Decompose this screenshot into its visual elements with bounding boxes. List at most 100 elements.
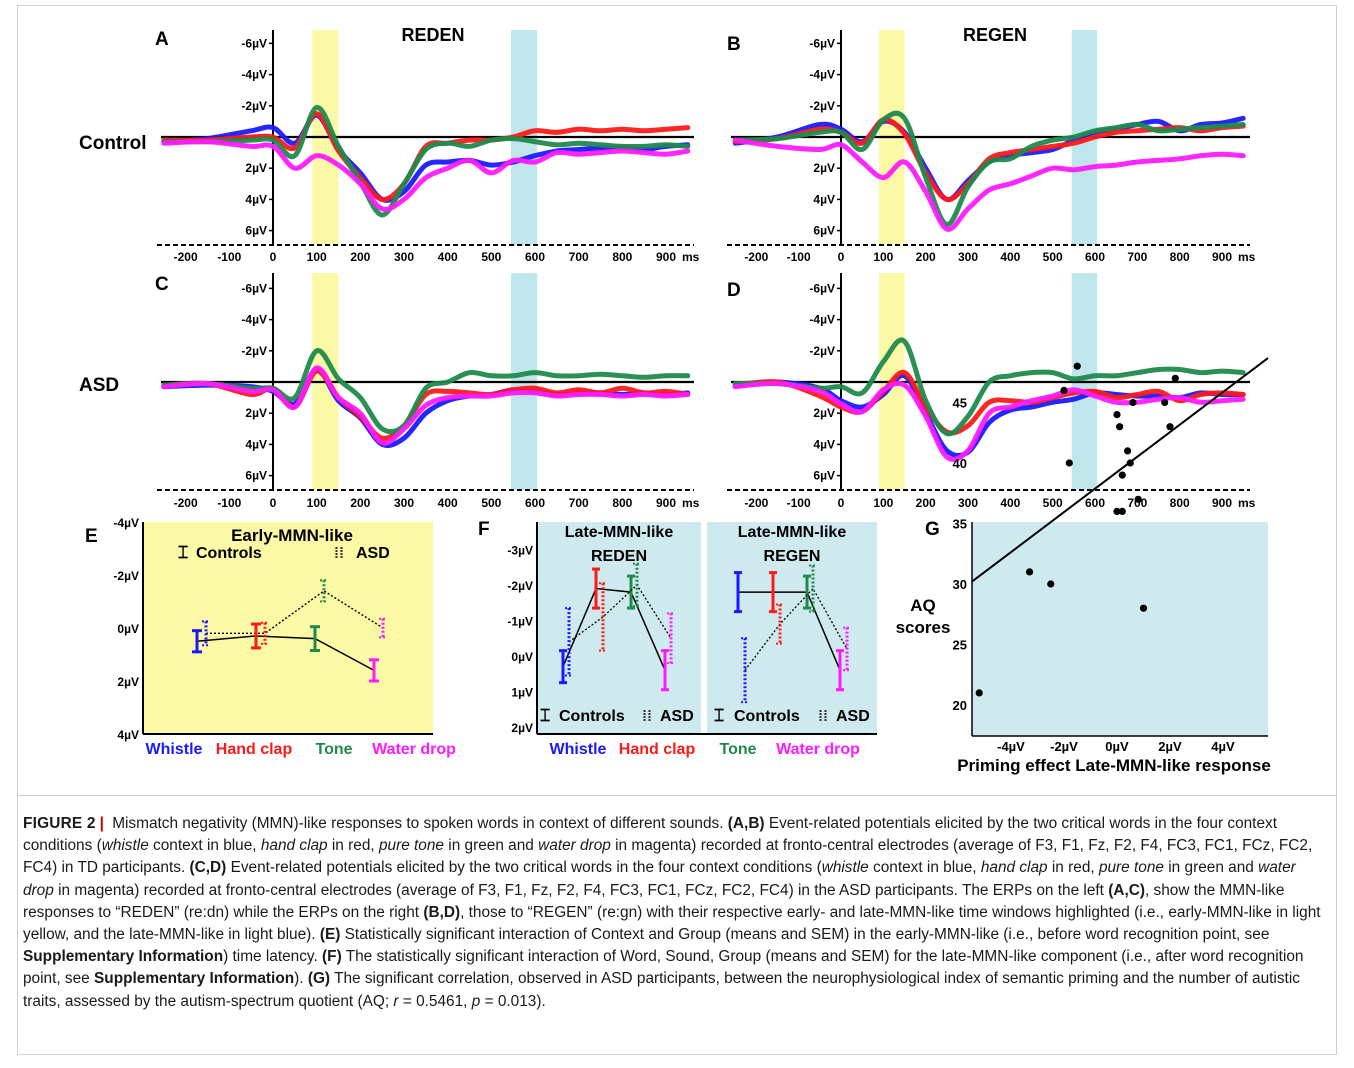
x-tick-label: -200: [174, 250, 198, 264]
erp-line-tone-c: [161, 348, 691, 435]
legend-f-left-asd-marker: ⁞⁞: [642, 708, 652, 725]
x-tick-label: 300: [958, 496, 978, 510]
f-y-tick-label: 1µV: [511, 686, 533, 700]
e-y-tick-label: 2µV: [117, 675, 139, 689]
g-y-tick-label: 30: [953, 577, 967, 592]
caption-text-18: The significant correlation, observed in…: [23, 970, 1300, 1010]
f-y-tick-label: -3µV: [507, 544, 533, 558]
x-tick-label: 800: [1170, 250, 1190, 264]
panel-e: Early-MMN-like ⌶ Controls ⁞⁞ ASD -4µV -2µ…: [113, 516, 433, 742]
caption-text-10: in green and: [1168, 859, 1254, 877]
y-tick-label: 4µV: [245, 192, 267, 206]
x-tick-label: -100: [787, 250, 811, 264]
y-tick-label: -6µV: [809, 281, 835, 295]
x-tick-label: 400: [438, 250, 458, 264]
panel-f-right-title-line2: REGEN: [764, 548, 821, 565]
caption-text-15: ) time latency.: [223, 948, 318, 966]
g-y-tick-label: 25: [953, 638, 967, 653]
g-y-tick-label: 20: [953, 698, 967, 713]
x-tick-label: 300: [958, 250, 978, 264]
e-y-tick-label: 0µV: [117, 622, 139, 636]
g-data-point: [1126, 459, 1134, 467]
erp-panel-b: -6µV -4µV -2µV 2µV 4µV 6µV -200 -100 0 100 200 300 4…: [727, 30, 1256, 264]
f-reden-controls-line: [562, 587, 666, 671]
f-label-whistle: Whistle: [550, 741, 607, 758]
caption-italic-tone-1: pure tone: [378, 837, 444, 855]
caption-italic-handclap-1: hand clap: [260, 837, 328, 855]
figure-frame: [17, 5, 1337, 795]
caption-ref-bd: (B,D): [423, 903, 461, 921]
y-tick-label: -2µV: [809, 99, 835, 113]
legend-f-left-controls: Controls: [559, 708, 625, 725]
e-label-whistle: Whistle: [146, 741, 203, 758]
caption-text-4: in red,: [331, 837, 375, 855]
x-tick-label: 400: [1000, 250, 1020, 264]
panel-g-ylabel-line1: AQ: [910, 596, 936, 615]
x-tick-label: 900: [1212, 496, 1232, 510]
caption-frame: [17, 795, 1337, 1055]
e-y-tick-label: 4µV: [117, 728, 139, 742]
erp-line-tone-d: [732, 337, 1246, 437]
row-label-control: Control: [79, 133, 147, 154]
legend-e-asd-marker: ⁞⁞: [334, 545, 344, 562]
g-x-tick-label: -4µV: [997, 739, 1025, 754]
x-tick-label: 700: [569, 496, 589, 510]
panel-f-left-title-line2: REDEN: [591, 548, 647, 565]
caption-text-1: Mismatch negativity (MMN)-like responses…: [112, 815, 724, 832]
erp-line-water-drop-a: [161, 139, 691, 212]
y-tick-label: 6µV: [813, 224, 835, 238]
caption-supp-info-2: Supplementary Information: [94, 970, 295, 988]
legend-e-controls-marker: ⌶: [178, 543, 188, 562]
f-reden-asd-line: [568, 583, 672, 643]
caption-text-14: Statistically significant interaction of…: [344, 926, 1270, 944]
x-tick-label: 500: [481, 250, 501, 264]
g-y-tick-label: 35: [953, 517, 967, 532]
panel-g-ylabel-line2: scores: [896, 618, 951, 637]
g-x-tick-label: 4µV: [1211, 739, 1235, 754]
f-label-water-drop: Water drop: [776, 741, 860, 758]
e-y-tick-label: -2µV: [113, 569, 139, 583]
y-tick-label: 2µV: [813, 406, 835, 420]
f-y-tick-label: -2µV: [507, 579, 533, 593]
x-tick-label: 200: [350, 496, 370, 510]
y-tick-label: 4µV: [813, 437, 835, 451]
panel-g-xlabel: Priming effect Late-MMN-like response: [957, 756, 1271, 775]
panel-f-plot: -3µV -2µV -1µV 0µV 1µV 2µV: [507, 522, 877, 735]
caption-text-20: = 0.013).: [484, 992, 546, 1010]
caption-text-13: , those to “REGEN” (re:gn) with their re…: [23, 903, 1321, 944]
x-tick-label: 200: [916, 496, 936, 510]
g-data-point: [1113, 411, 1121, 419]
x-tick-label: 600: [525, 496, 545, 510]
e-label-hand-clap: Hand clap: [216, 741, 293, 758]
erp-line-water-drop-c: [161, 365, 691, 446]
g-data-point: [1166, 423, 1174, 431]
x-tick-label: 100: [307, 496, 327, 510]
x-tick-label: 600: [1085, 250, 1105, 264]
caption-italic-p: p: [471, 992, 481, 1010]
y-tick-label: -4µV: [809, 68, 835, 82]
x-tick-label: 700: [1127, 250, 1147, 264]
caption-italic-tone-2: pure tone: [1098, 859, 1164, 877]
erp-line-tone-b: [732, 110, 1246, 227]
y-tick-label: -4µV: [809, 313, 835, 327]
y-tick-label: 2µV: [245, 406, 267, 420]
x-tick-label: 200: [350, 250, 370, 264]
y-tick-label: 6µV: [813, 469, 835, 483]
caption-ref-cd: (C,D): [189, 859, 227, 877]
caption-ref-ab: (A,B): [727, 815, 765, 832]
caption-text-2: Event-related potentials elicited by the…: [23, 815, 1277, 855]
y-tick-label: -4µV: [241, 313, 267, 327]
panel-e-plot: -4µV -2µV 0µV 2µV 4µV: [113, 516, 433, 742]
legend-f-left-asd: ASD: [660, 708, 694, 725]
caption-ref-f: (F): [322, 948, 342, 966]
panel-e-title: Early-MMN-like: [231, 526, 353, 545]
y-tick-label: -6µV: [809, 36, 835, 50]
row-label-asd: ASD: [79, 375, 119, 396]
g-y-tick-label: 45: [953, 396, 967, 411]
panel-f: Late-MMN-like REDEN Late-MMN-like REGEN …: [507, 522, 877, 735]
x-tick-label: -200: [174, 496, 198, 510]
x-tick-label: 900: [656, 496, 676, 510]
f-label-hand-clap: Hand clap: [619, 741, 696, 758]
x-tick-label: 200: [916, 250, 936, 264]
g-x-tick-label: 2µV: [1158, 739, 1182, 754]
